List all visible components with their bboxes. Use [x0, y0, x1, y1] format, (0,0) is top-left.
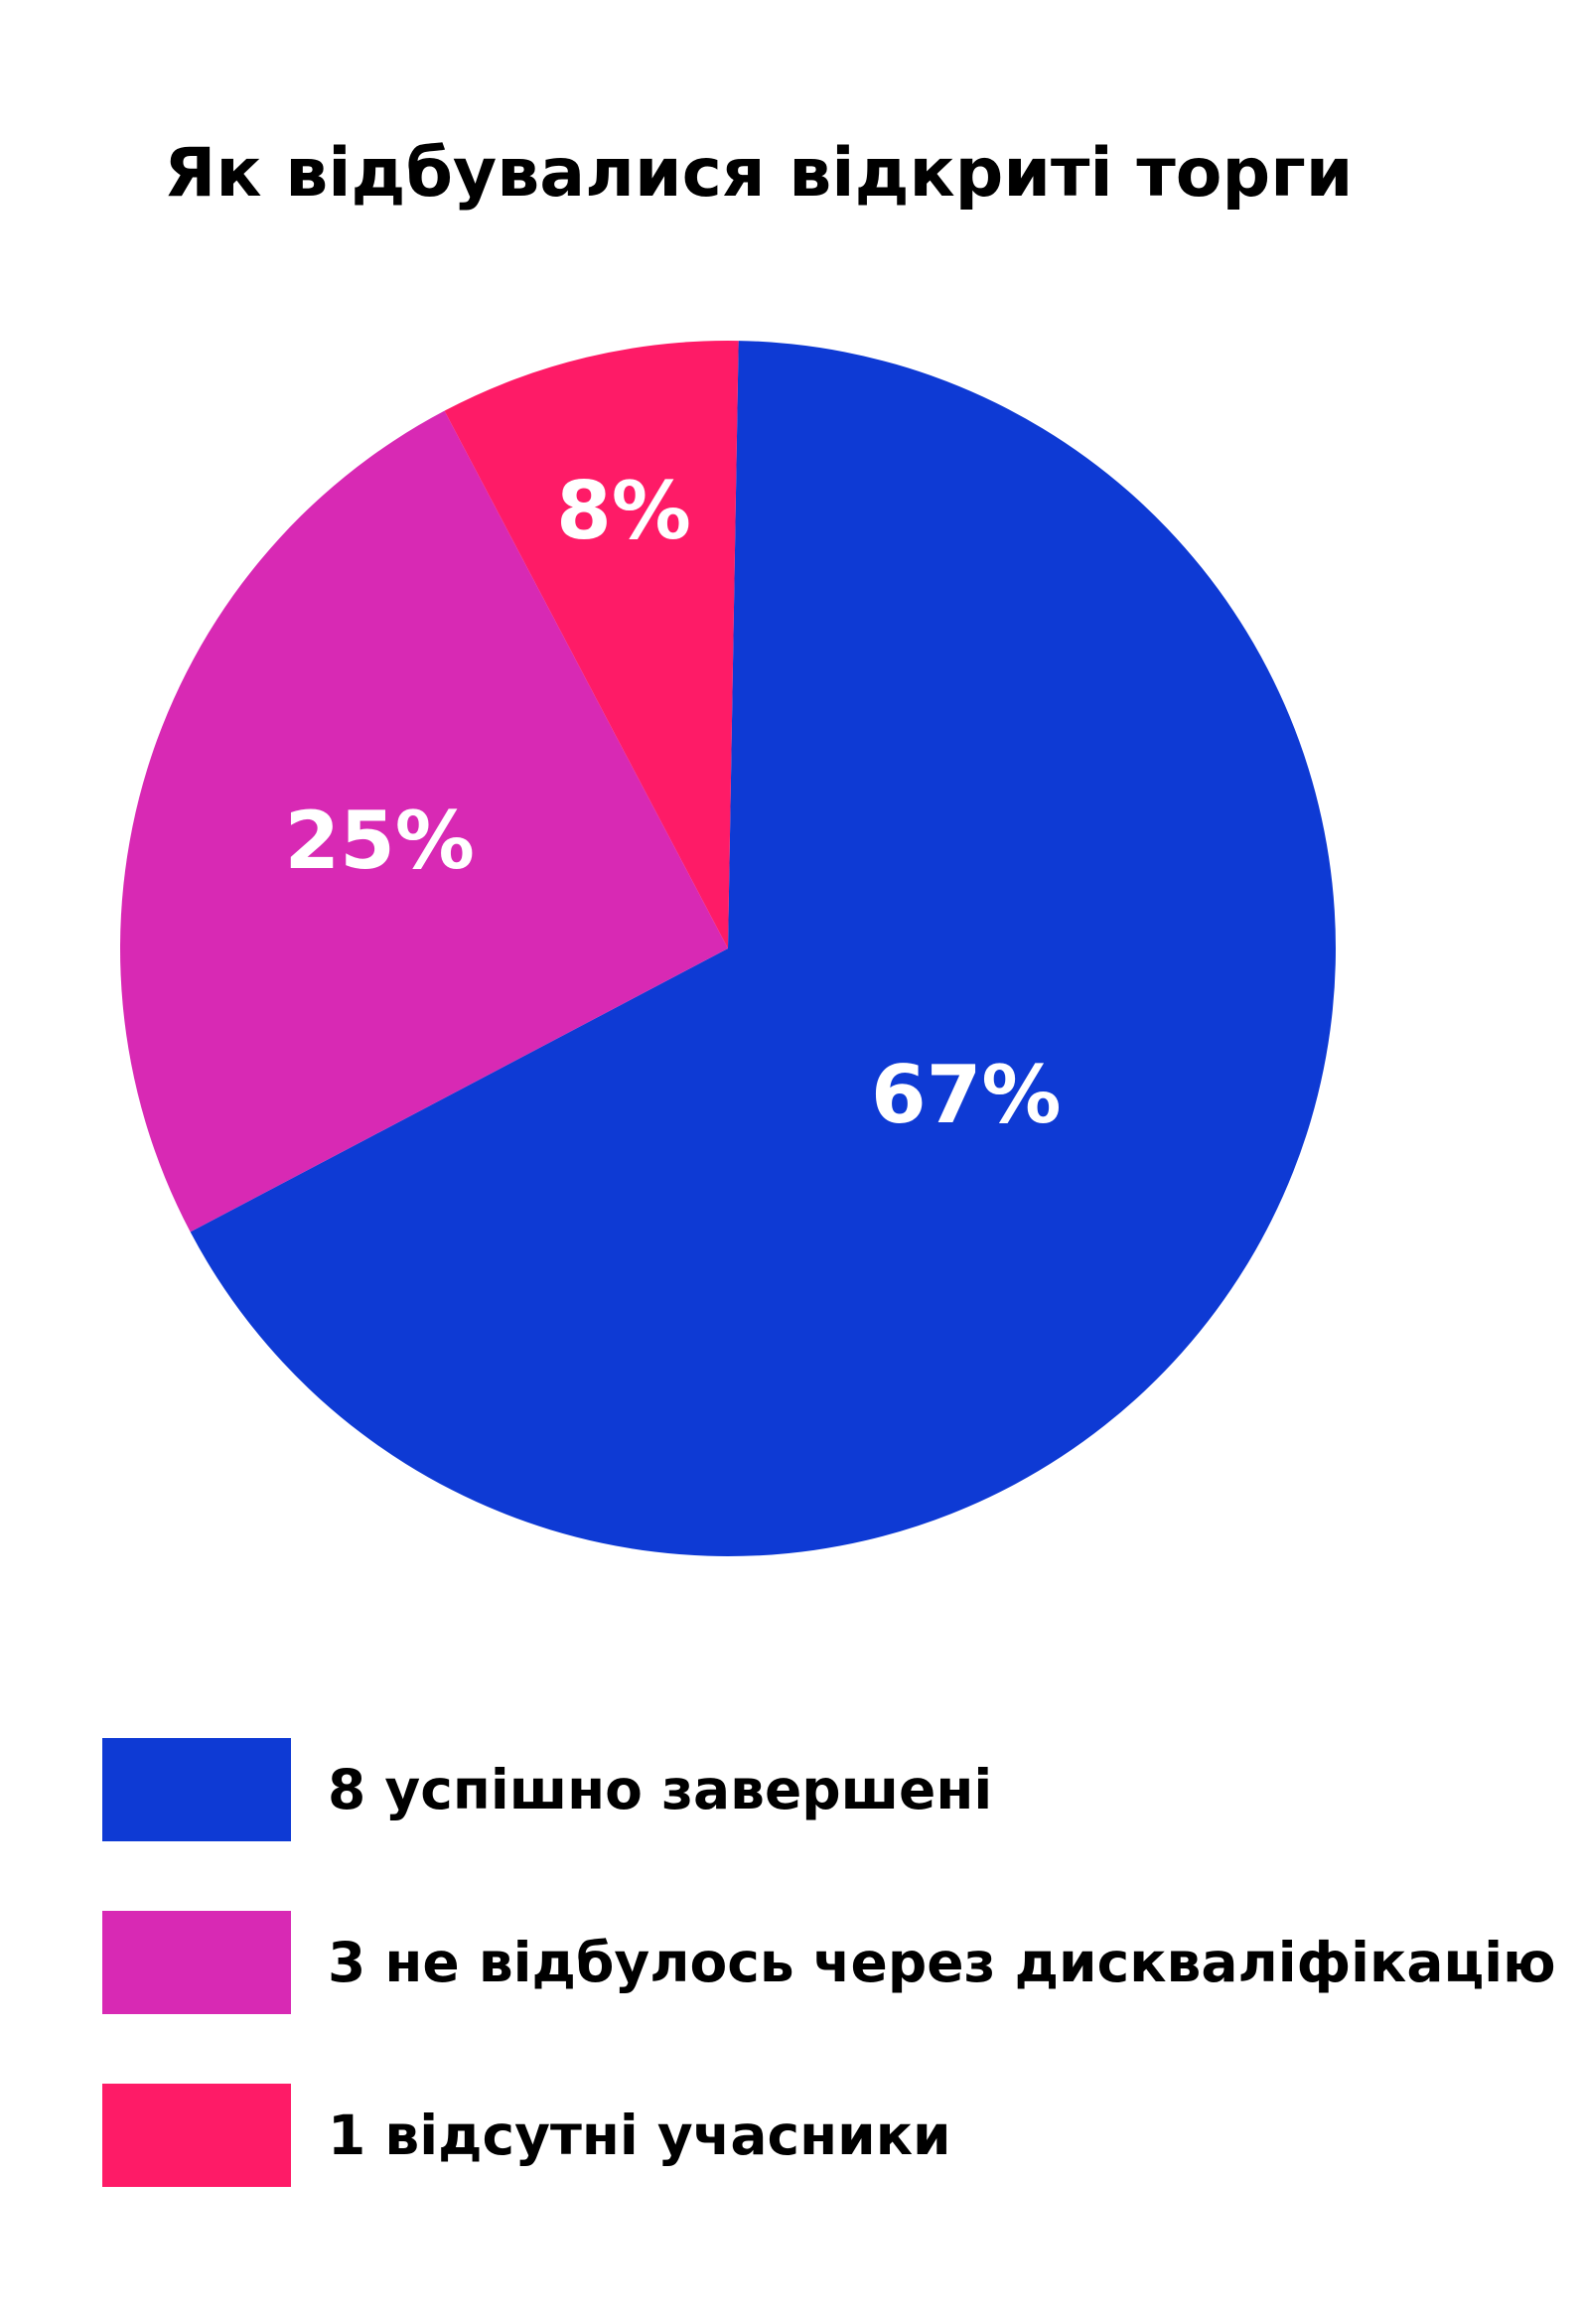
slice-label-1: 67% [871, 1049, 1061, 1141]
pie-chart: 67% 25% 8% [120, 340, 1336, 1556]
pie-slice-1 [190, 341, 1336, 1556]
legend-swatch-1 [102, 1738, 291, 1841]
legend-item-3: 1 відсутні учасники [102, 2084, 1493, 2187]
slice-label-3: 8% [556, 465, 691, 557]
legend-item-1: 8 успішно завершені [102, 1738, 1493, 1841]
slice-label-2: 25% [284, 795, 474, 887]
pie-slice-2 [120, 410, 728, 1233]
legend-label-3: 1 відсутні учасники [328, 2104, 951, 2167]
legend-swatch-3 [102, 2084, 291, 2187]
legend-label-1: 8 успішно завершені [328, 1758, 993, 1821]
legend-label-2: 3 не відбулось через дискваліфікацію [328, 1931, 1556, 1994]
chart-title: Як відбувалися відкриті торги [164, 134, 1354, 213]
pie-slice-3 [444, 340, 739, 948]
legend-swatch-2 [102, 1911, 291, 2014]
legend-item-2: 3 не відбулось через дискваліфікацію [102, 1911, 1556, 2014]
